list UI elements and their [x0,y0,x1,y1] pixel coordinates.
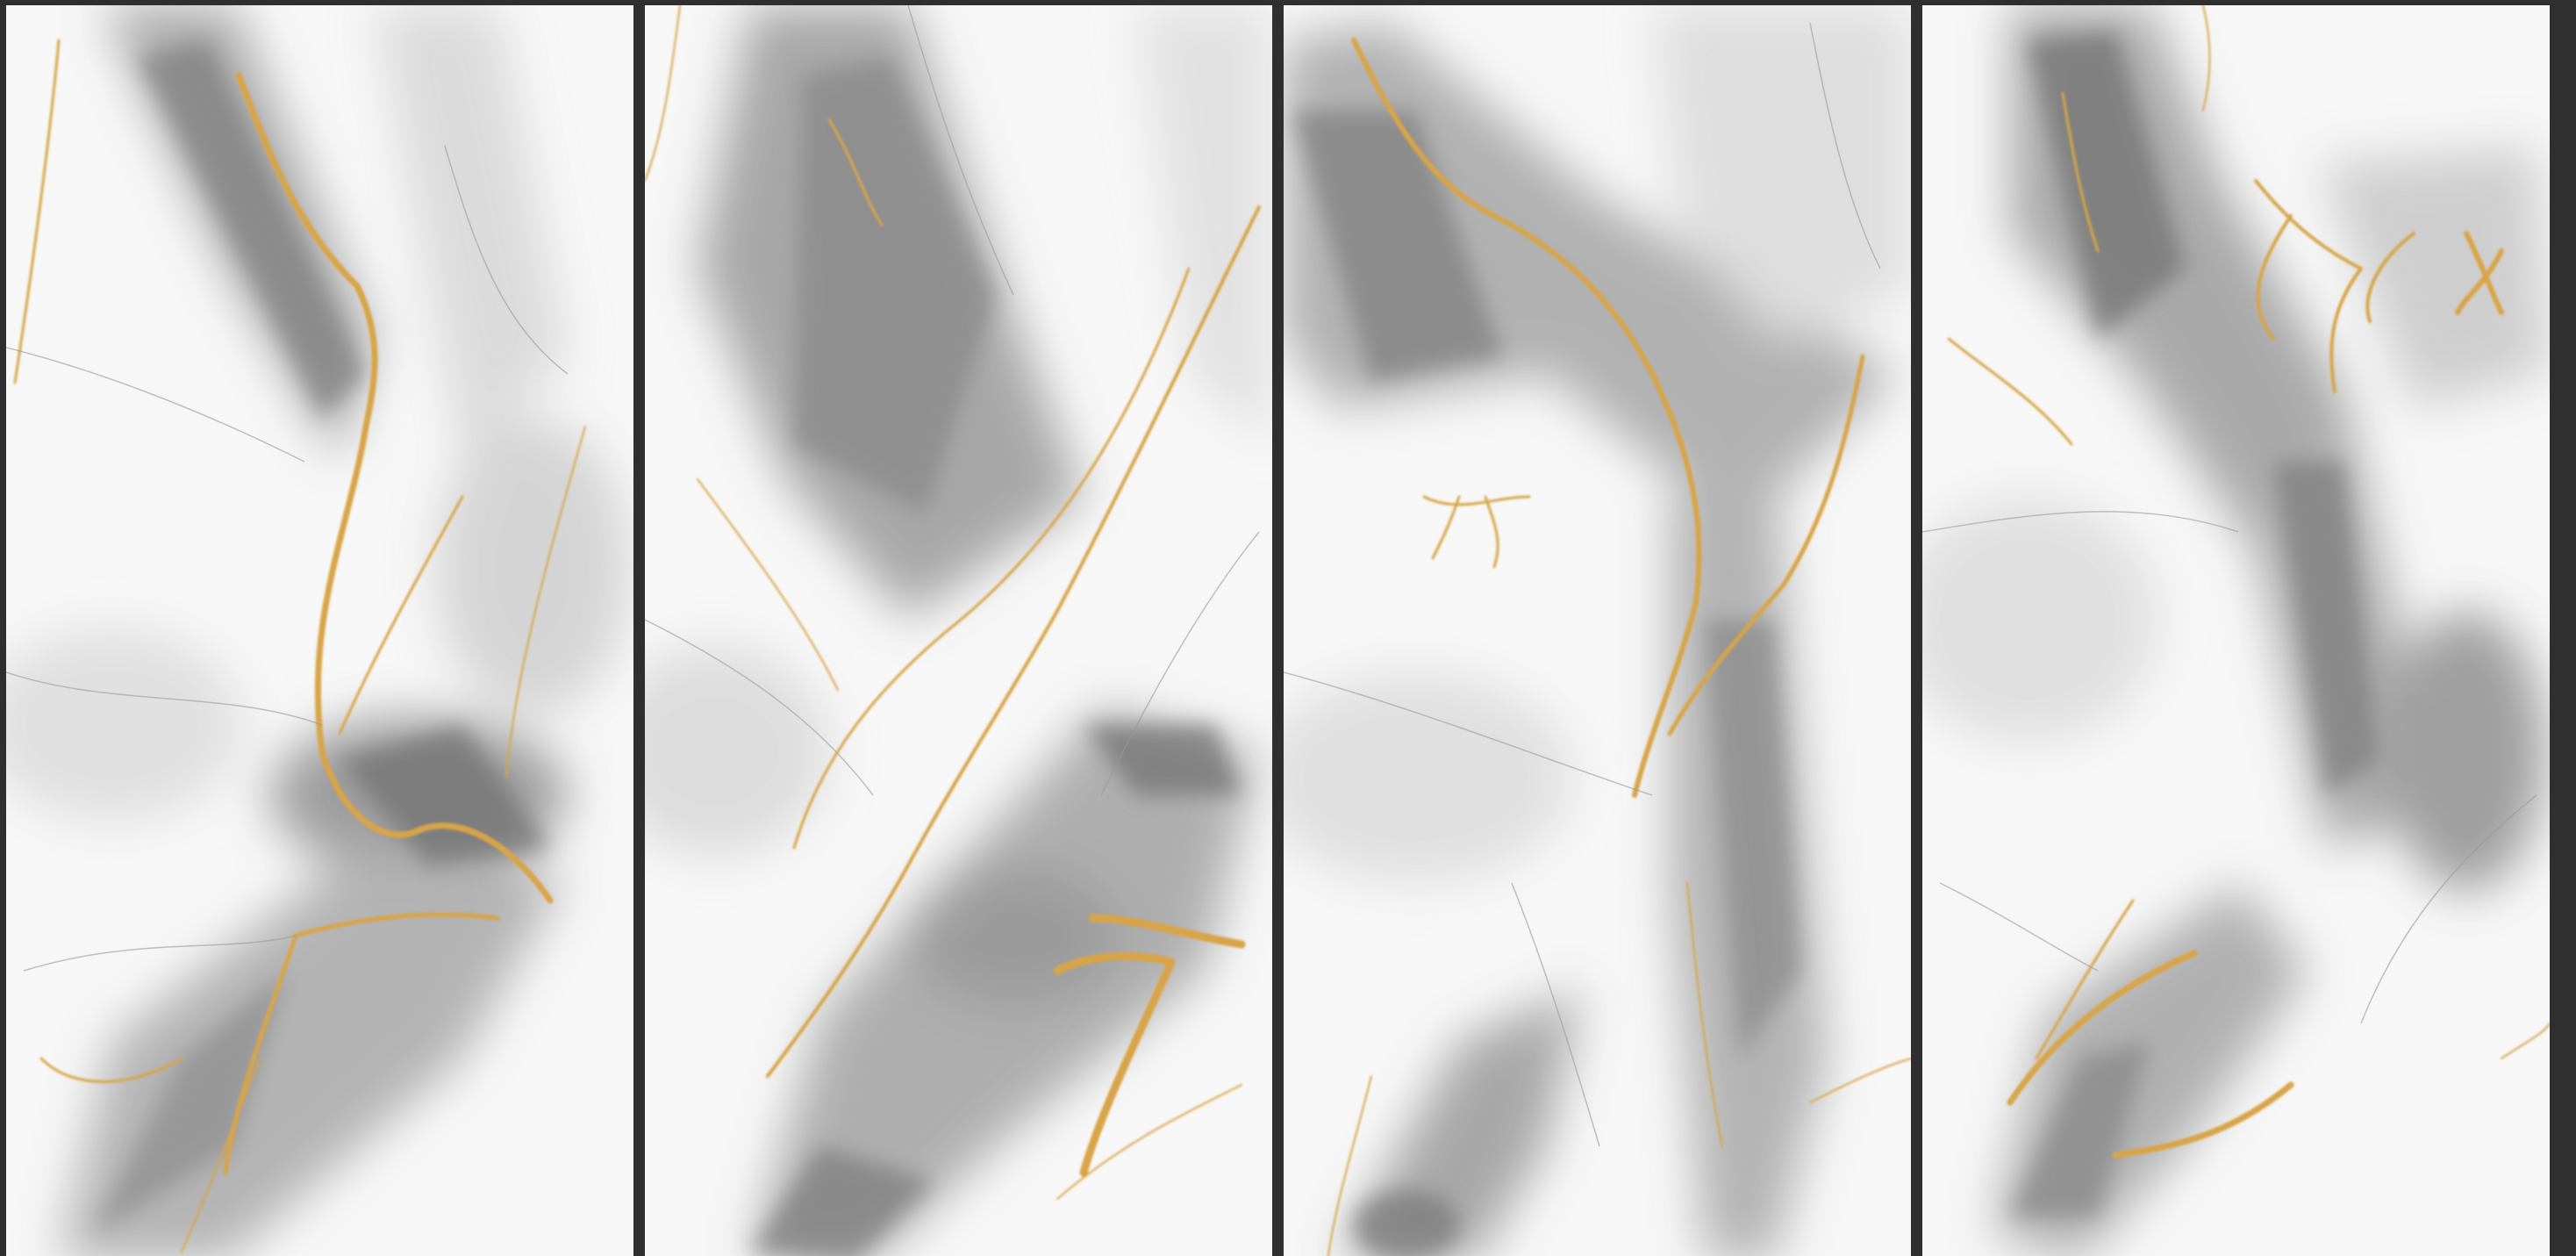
marble-panel [6,5,633,1256]
marble-panel [1922,5,2550,1256]
marble-panel [1284,5,1911,1256]
marble-panel [645,5,1272,1256]
